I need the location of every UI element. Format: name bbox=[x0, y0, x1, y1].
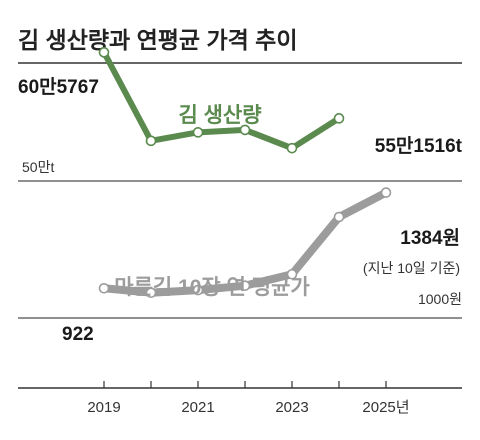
production-point-2021 bbox=[192, 127, 204, 138]
price-point-2020 bbox=[145, 287, 157, 299]
production-point-2020 bbox=[145, 135, 157, 147]
price-series bbox=[98, 187, 392, 299]
price-point-2019 bbox=[98, 282, 110, 294]
price-point-2023 bbox=[286, 268, 298, 280]
x-tick-label-2019: 2019 bbox=[87, 399, 120, 416]
price-point-2021 bbox=[192, 284, 204, 296]
production-end-label: 55만1516t bbox=[375, 135, 463, 157]
price-point-2022 bbox=[239, 280, 251, 291]
production-point-2024 bbox=[333, 113, 345, 124]
price-series-name: 마른김 10장 연 평균가 bbox=[114, 276, 310, 299]
x-tick-label-2021: 2021 bbox=[181, 399, 214, 416]
production-point-2022 bbox=[239, 124, 251, 136]
x-axis-ticks: 2019 2021 2023 2025년 bbox=[87, 381, 410, 416]
x-tick-label-2025: 2025년 bbox=[362, 399, 409, 416]
production-series bbox=[98, 47, 345, 154]
price-point-2024 bbox=[333, 211, 345, 223]
production-panel: 50만t 60만5767 55만1516t 김 생산량 bbox=[18, 47, 463, 182]
production-point-2023 bbox=[286, 142, 298, 154]
price-start-label: 922 bbox=[62, 324, 94, 345]
x-tick-label-2023: 2023 bbox=[275, 399, 308, 416]
production-line bbox=[101, 49, 342, 152]
production-axis-label: 50만t bbox=[22, 159, 54, 175]
production-series-name: 김 생산량 bbox=[178, 104, 261, 127]
price-end-label: 1384원 bbox=[400, 227, 460, 249]
price-end-note: (지난 10일 기준) bbox=[363, 260, 460, 276]
production-start-label: 60만5767 bbox=[18, 76, 99, 98]
price-point-2025 bbox=[380, 187, 392, 198]
production-point-2019 bbox=[98, 47, 110, 58]
price-axis-label: 1000원 bbox=[418, 291, 462, 307]
chart-title: 김 생산량과 연평균 가격 추이 bbox=[18, 27, 297, 53]
price-panel: 1000원 1384원 (지난 10일 기준) 922 마른김 10장 연 평균… bbox=[18, 187, 462, 345]
